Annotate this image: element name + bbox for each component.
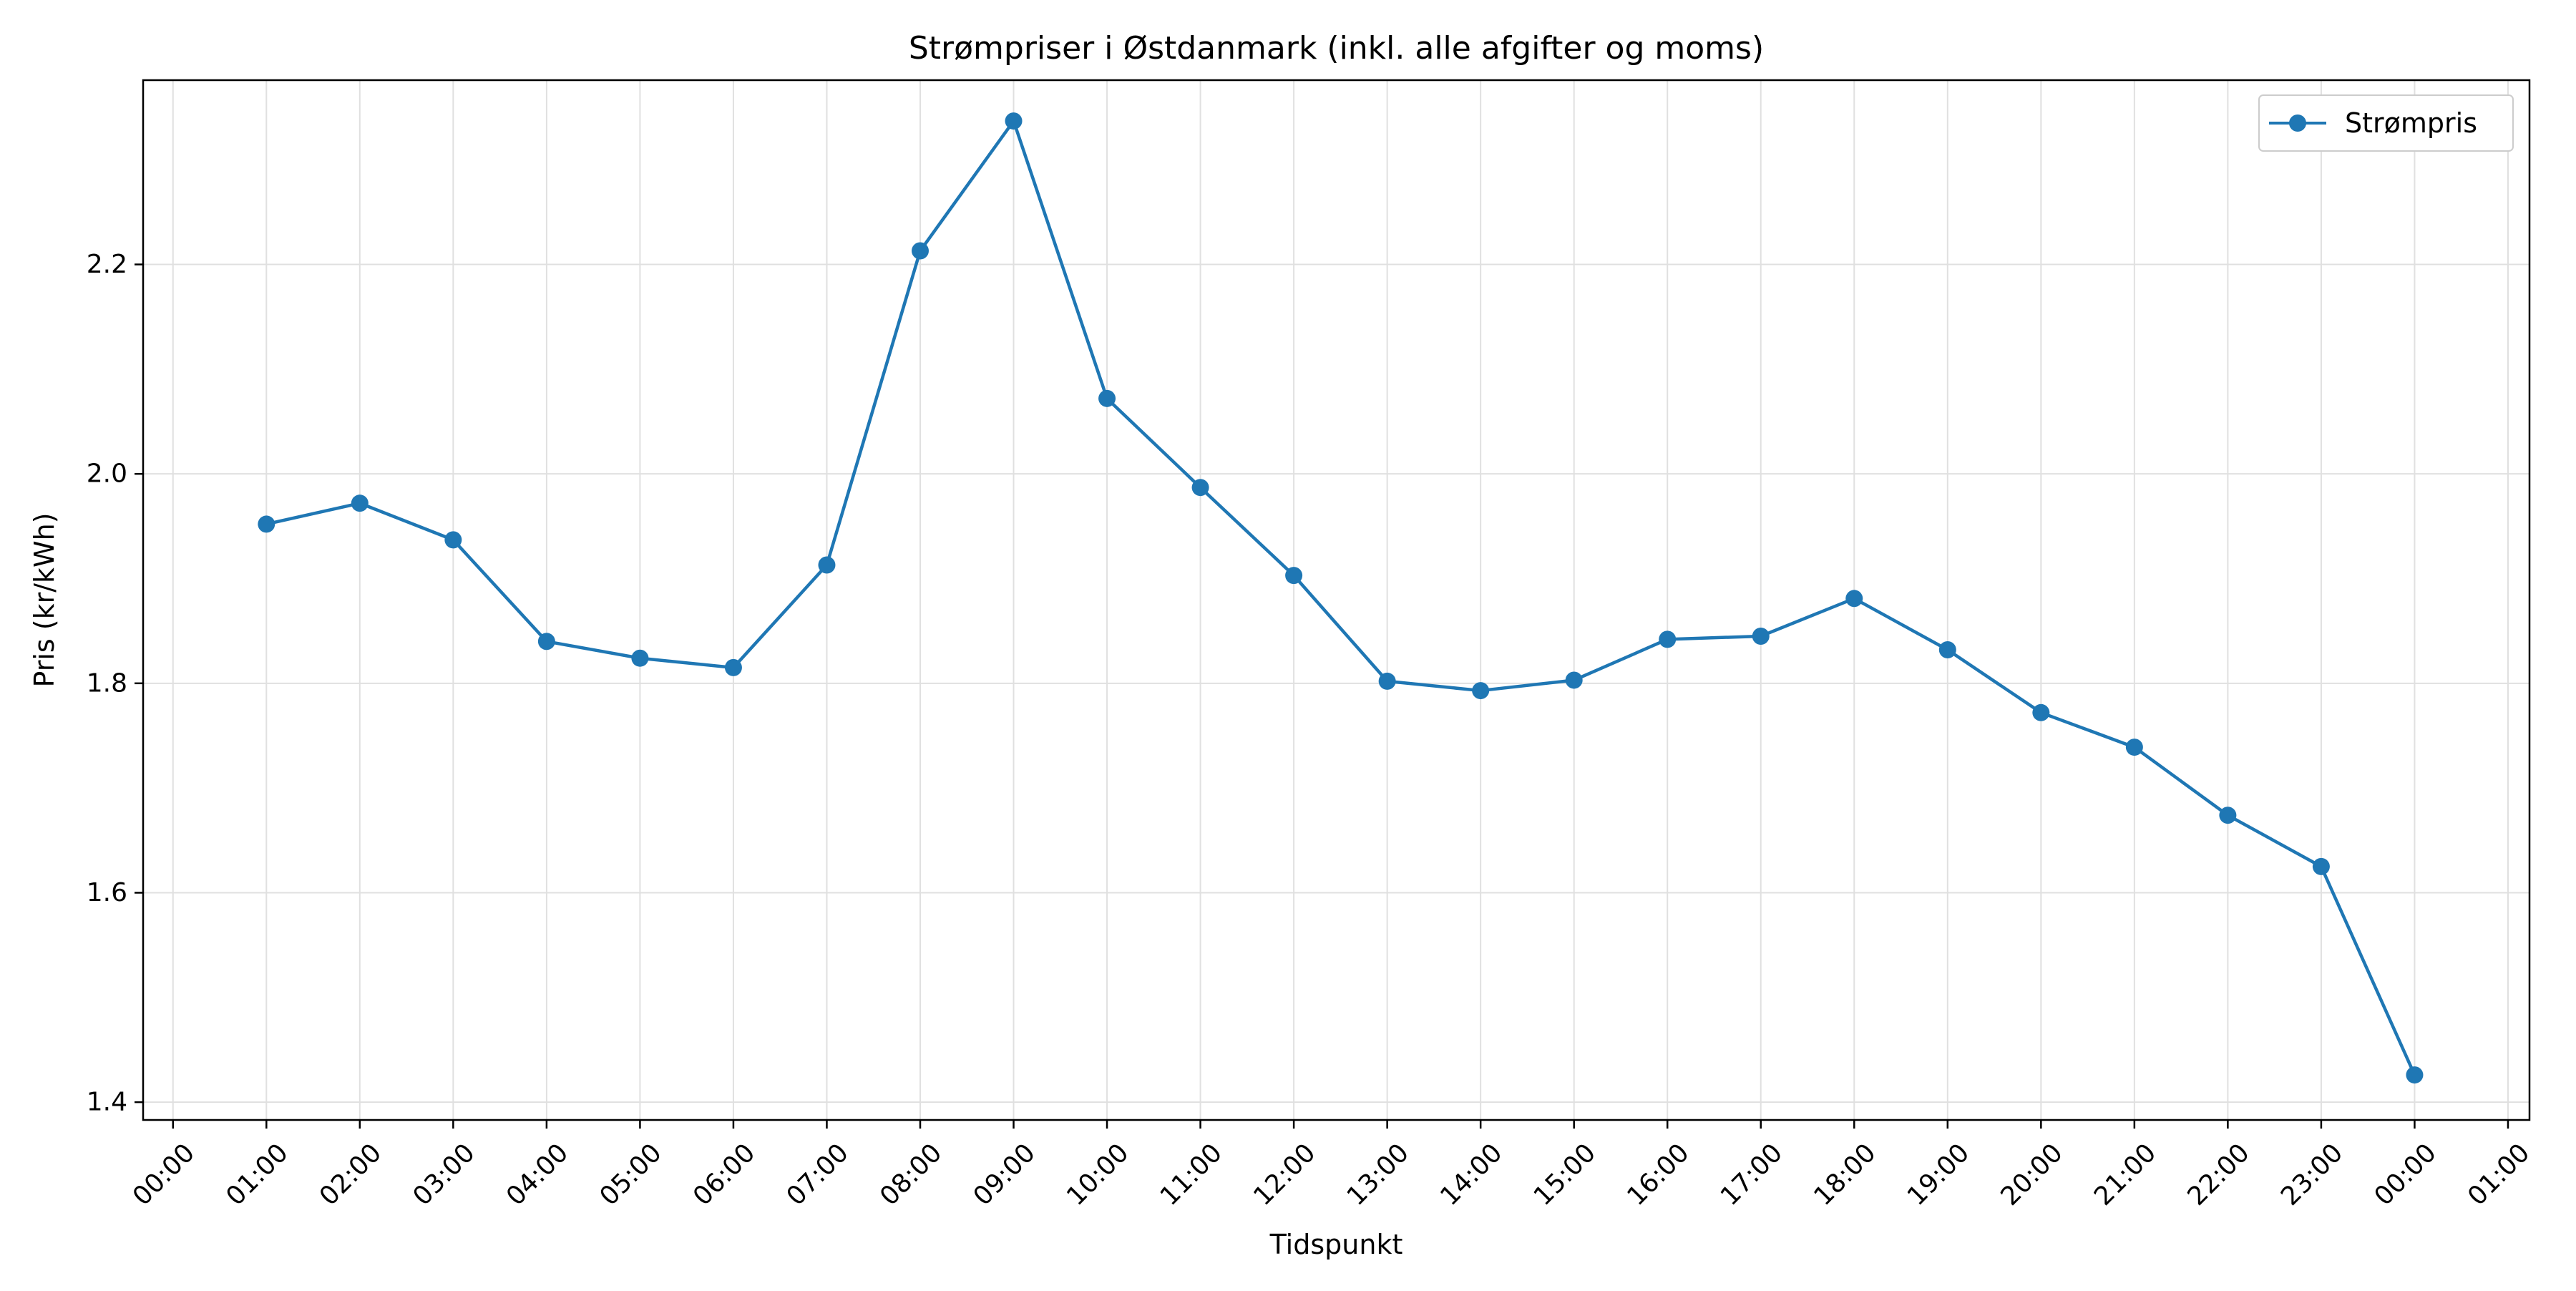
x-tick-label: 16:00: [1621, 1138, 1694, 1211]
data-point: [1098, 389, 1116, 407]
data-point: [1845, 590, 1863, 608]
x-tick-label: 22:00: [2182, 1138, 2255, 1211]
data-point: [258, 515, 275, 533]
data-point: [1378, 672, 1396, 690]
data-point: [724, 658, 742, 676]
x-tick-label: 09:00: [968, 1138, 1041, 1211]
legend-dot-marker: [2289, 115, 2306, 132]
legend: Strømpris: [2258, 94, 2514, 152]
x-tick-label: 10:00: [1061, 1138, 1134, 1211]
data-point: [1938, 641, 1956, 659]
data-point: [1472, 682, 1490, 700]
chart-title: Strømpriser i Østdanmark (inkl. alle afg…: [909, 30, 1764, 67]
data-point: [2032, 703, 2050, 721]
data-point: [1565, 671, 1583, 689]
x-axis-ticks: 00:00 01:00 02:00 03:00 04:00 05:00 06:00 07:00…: [127, 1120, 2535, 1212]
x-tick-label: 03:00: [407, 1138, 480, 1211]
x-tick-label: 13:00: [1342, 1138, 1415, 1211]
y-tick-label: 1.4: [87, 1088, 127, 1117]
data-point: [2406, 1066, 2424, 1084]
x-tick-label: 11:00: [1155, 1138, 1228, 1211]
x-tick-label: 02:00: [314, 1138, 387, 1211]
x-tick-label: 00:00: [127, 1138, 200, 1211]
data-point: [2219, 807, 2237, 824]
x-tick-label: 04:00: [501, 1138, 574, 1211]
data-point: [351, 495, 369, 512]
x-tick-label: 20:00: [1995, 1138, 2068, 1211]
y-tick-label: 2.2: [87, 250, 127, 279]
series-layer: [258, 112, 2424, 1084]
data-point: [444, 531, 462, 549]
x-tick-label: 15:00: [1528, 1138, 1601, 1211]
data-point: [911, 242, 929, 260]
data-point: [1285, 567, 1303, 585]
x-tick-label: 00:00: [2369, 1138, 2442, 1211]
data-point: [537, 633, 555, 651]
data-point: [1659, 630, 1677, 648]
data-point: [1005, 112, 1023, 130]
x-tick-label: 07:00: [781, 1138, 854, 1211]
data-point: [1191, 479, 1209, 497]
data-point: [2312, 857, 2330, 875]
data-point: [1752, 627, 1770, 645]
x-tick-label: 01:00: [220, 1138, 293, 1211]
data-point: [631, 649, 649, 667]
x-tick-label: 14:00: [1435, 1138, 1508, 1211]
legend-label: Strømpris: [2345, 107, 2477, 139]
y-axis-ticks: 1.4 1.6 1.8 2.0 2.2: [87, 250, 143, 1117]
x-tick-label: 21:00: [2089, 1138, 2162, 1211]
x-tick-label: 01:00: [2462, 1138, 2535, 1211]
x-tick-label: 12:00: [1248, 1138, 1321, 1211]
x-tick-label: 23:00: [2275, 1138, 2348, 1211]
x-tick-label: 05:00: [595, 1138, 668, 1211]
x-tick-label: 17:00: [1715, 1138, 1788, 1211]
data-point: [2125, 739, 2143, 756]
plot-area-frame: [142, 79, 2531, 1121]
x-tick-label: 19:00: [1902, 1138, 1975, 1211]
grid: [143, 80, 2529, 1120]
data-point: [818, 556, 836, 574]
x-axis-label: Tidspunkt: [1269, 1229, 1403, 1260]
y-tick-label: 1.6: [87, 878, 127, 907]
x-tick-label: 08:00: [874, 1138, 947, 1211]
y-tick-label: 1.8: [87, 668, 127, 698]
y-tick-label: 2.0: [87, 459, 127, 489]
x-tick-label: 18:00: [1808, 1138, 1881, 1211]
x-tick-label: 06:00: [688, 1138, 761, 1211]
y-axis-label: Pris (kr/kWh): [29, 512, 60, 687]
series-line: [265, 119, 2416, 1076]
legend-box: [2258, 94, 2514, 152]
